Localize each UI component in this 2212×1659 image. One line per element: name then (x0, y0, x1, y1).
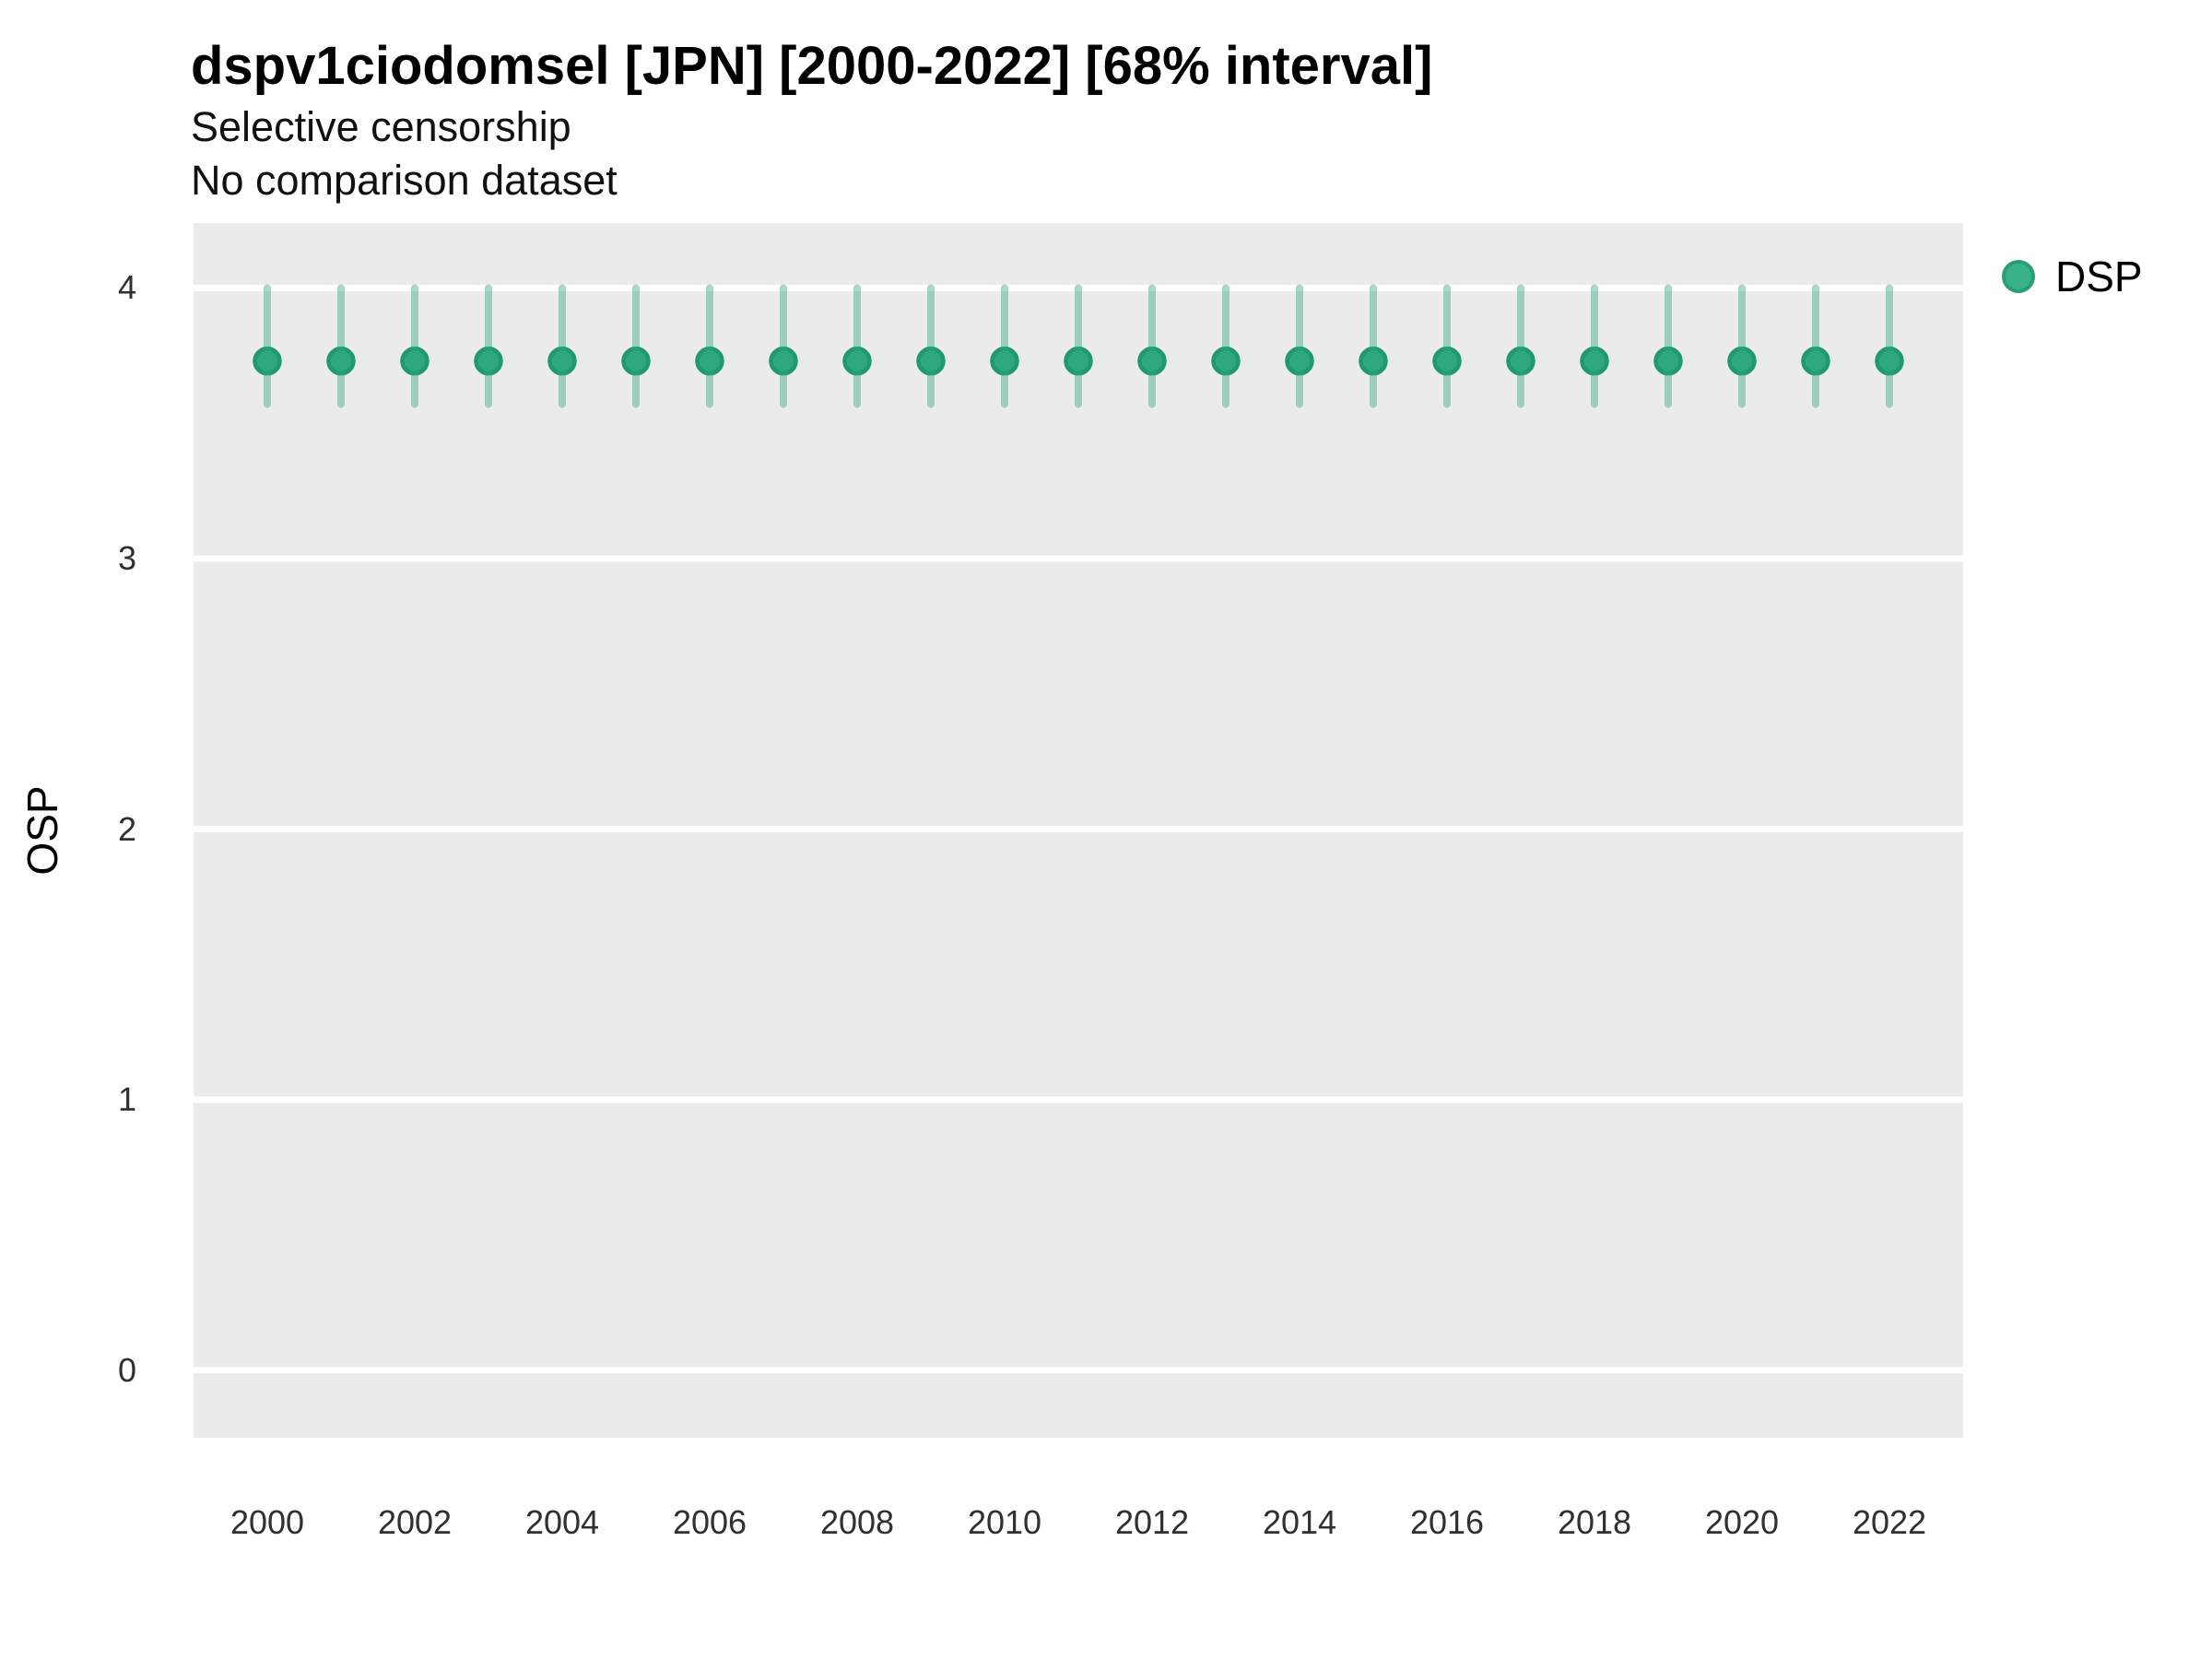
x-tick-label-2008: 2008 (819, 1503, 895, 1541)
x-tick-label-2010: 2010 (967, 1503, 1042, 1541)
data-point-2015 (1359, 346, 1388, 376)
data-point-2005 (621, 346, 651, 376)
chart-subtitle-line2: No comparison dataset (191, 157, 618, 204)
x-tick-label-2002: 2002 (377, 1503, 453, 1541)
x-tick-label-2006: 2006 (672, 1503, 747, 1541)
legend-point-icon (2002, 260, 2035, 293)
y-tick-label-3: 3 (117, 538, 136, 577)
data-point-2019 (1653, 346, 1683, 376)
x-tick-label-2018: 2018 (1557, 1503, 1632, 1541)
data-point-2020 (1727, 346, 1757, 376)
data-point-2017 (1506, 346, 1535, 376)
data-point-2009 (916, 346, 946, 376)
legend-label: DSP (2055, 253, 2143, 300)
chart-subtitle-line1: Selective censorship (191, 103, 571, 150)
chart-title: dspv1ciodomsel [JPN] [2000-2022] [68% in… (191, 36, 1433, 96)
x-tick-label-2020: 2020 (1704, 1503, 1780, 1541)
data-point-2002 (400, 346, 429, 376)
y-tick-label-2: 2 (117, 809, 136, 848)
legend-dot-icon (2002, 260, 2035, 293)
data-point-2010 (990, 346, 1019, 376)
x-tick-label-2016: 2016 (1409, 1503, 1485, 1541)
data-point-2006 (695, 346, 724, 376)
data-point-2004 (547, 346, 577, 376)
data-point-2022 (1875, 346, 1904, 376)
x-tick-label-2012: 2012 (1114, 1503, 1190, 1541)
y-tick-label-1: 1 (117, 1080, 136, 1119)
data-point-2003 (474, 346, 503, 376)
x-tick-label-2000: 2000 (229, 1503, 305, 1541)
y-tick-label-4: 4 (117, 268, 136, 307)
data-point-2007 (769, 346, 798, 376)
data-point-2008 (842, 346, 872, 376)
legend: DSP (1982, 241, 2212, 312)
y-tick-label-0: 0 (117, 1350, 136, 1389)
data-point-2018 (1580, 346, 1609, 376)
data-point-2016 (1432, 346, 1462, 376)
data-point-2012 (1137, 346, 1167, 376)
x-tick-label-2004: 2004 (524, 1503, 600, 1541)
data-point-2000 (253, 346, 282, 376)
x-tick-label-2022: 2022 (1852, 1503, 1927, 1541)
data-point-2011 (1064, 346, 1093, 376)
plot-panel (194, 223, 1963, 1438)
plot-canvas (194, 284, 1963, 1374)
data-point-2014 (1285, 346, 1314, 376)
x-tick-label-2014: 2014 (1262, 1503, 1337, 1541)
data-point-2013 (1211, 346, 1241, 376)
data-point-2021 (1801, 346, 1830, 376)
data-point-2001 (326, 346, 356, 376)
